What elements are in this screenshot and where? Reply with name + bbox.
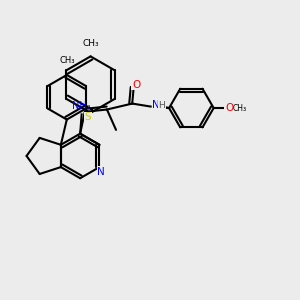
Text: CH₃: CH₃ <box>59 56 74 64</box>
Text: N: N <box>97 167 105 176</box>
Text: CH₃: CH₃ <box>82 38 99 47</box>
Text: N: N <box>152 100 160 110</box>
Text: O: O <box>225 103 233 113</box>
Text: O: O <box>132 80 140 90</box>
Text: S: S <box>84 112 91 122</box>
Text: H: H <box>159 100 165 109</box>
Text: CH₃: CH₃ <box>232 104 247 113</box>
Text: NH₂: NH₂ <box>72 101 91 111</box>
